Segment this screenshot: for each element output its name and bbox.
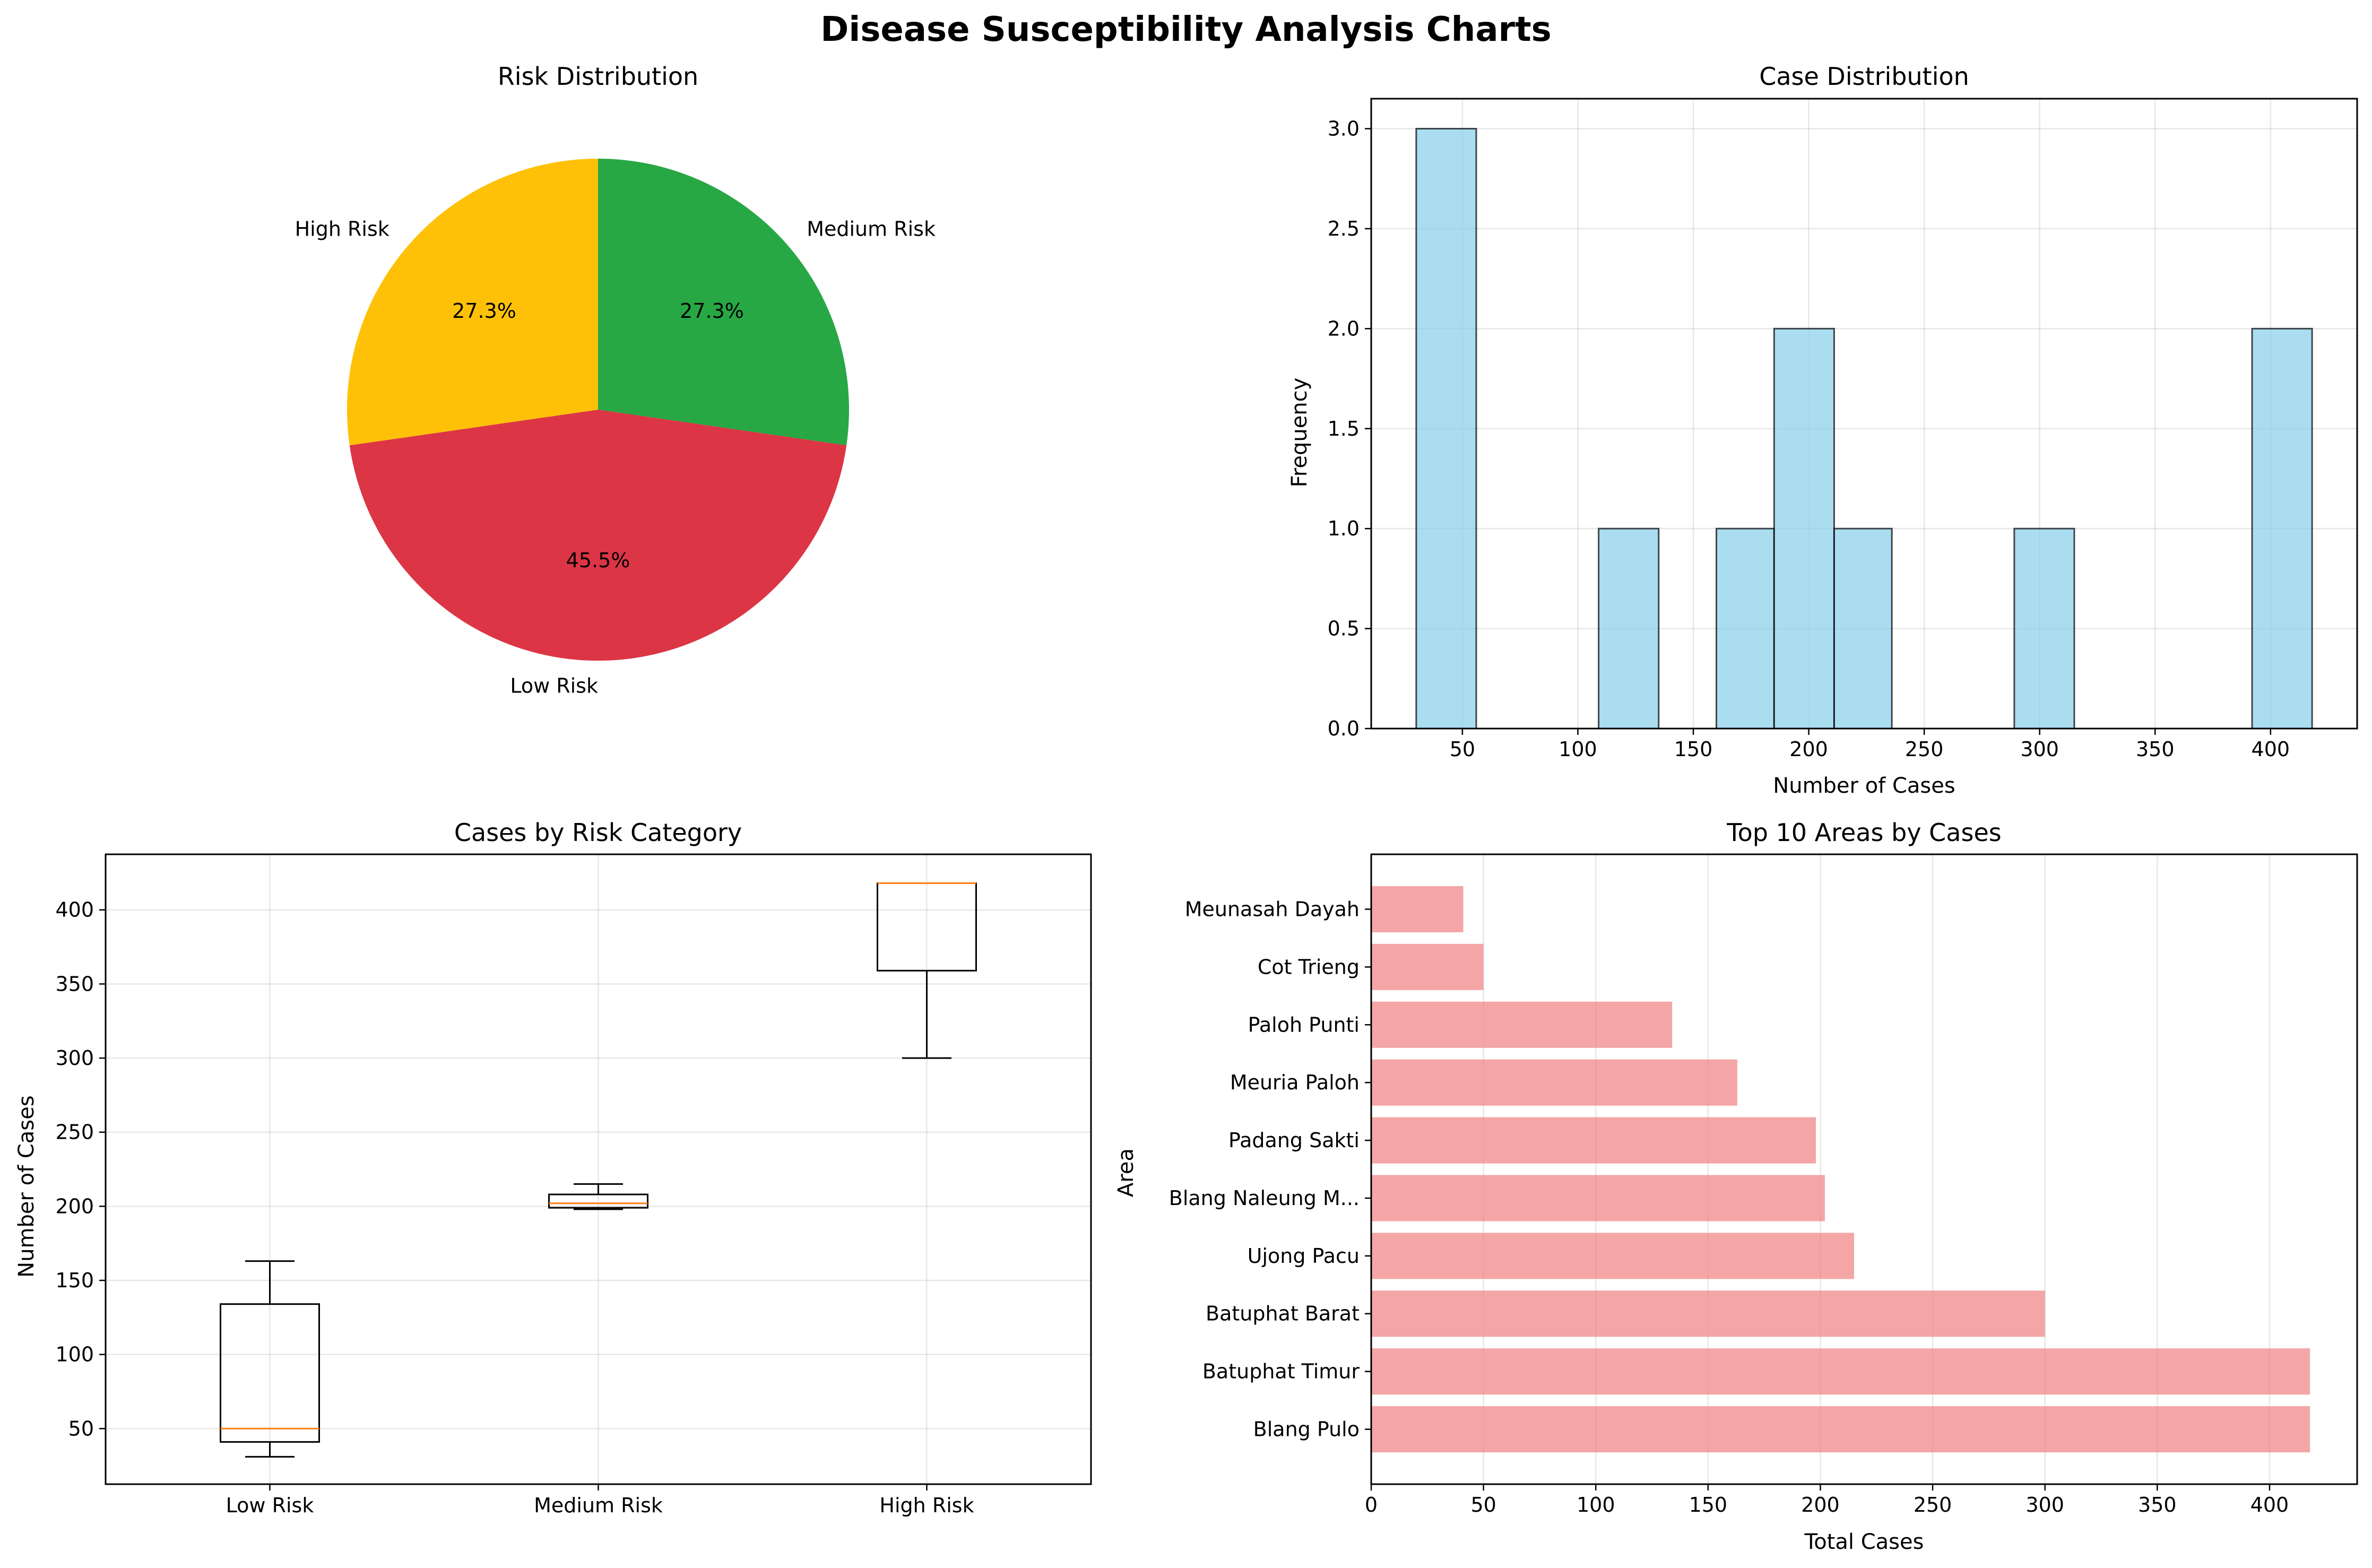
boxplot-y-tick-label: 200	[55, 1194, 94, 1218]
pie-slice-high-risk	[347, 159, 598, 446]
boxplot-x-tick-label: Medium Risk	[534, 1494, 663, 1517]
hbar-y-tick-label: Blang Naleung M...	[1169, 1186, 1360, 1210]
hbar-x-tick-label: 200	[1801, 1493, 1840, 1517]
histogram-x-axis-label: Number of Cases	[1773, 774, 1955, 798]
hbar-y-tick-label: Meuria Paloh	[1230, 1071, 1360, 1094]
histogram-y-tick-label: 3.0	[1328, 117, 1360, 141]
pie-pct-label-high-risk: 27.3%	[452, 299, 516, 323]
hbar-y-tick-label: Blang Pulo	[1253, 1418, 1360, 1441]
hbar-bar	[1371, 886, 1464, 933]
figure-title: Disease Susceptibility Analysis Charts	[820, 10, 1552, 49]
hbar-x-tick-label: 50	[1470, 1493, 1496, 1517]
histogram-x-tick-label: 150	[1674, 738, 1713, 761]
pie-pct-label-low-risk: 45.5%	[566, 549, 630, 572]
hbar-y-axis-label: Area	[1114, 1148, 1138, 1197]
boxplot-y-tick-label: 300	[55, 1046, 94, 1070]
histogram-x-tick-label: 200	[1789, 738, 1828, 761]
hbar-chart-title: Top 10 Areas by Cases	[1726, 818, 2001, 847]
histogram-case-distribution: Case Distribution Number of Cases Freque…	[1287, 62, 2358, 798]
hbar-y-tick-label: Meunasah Dayah	[1185, 897, 1360, 921]
histogram-x-tick-label: 50	[1450, 738, 1475, 761]
hbar-bar	[1371, 1290, 2045, 1337]
histogram-y-tick-label: 1.0	[1328, 517, 1360, 540]
hbar-x-tick-label: 350	[2138, 1493, 2177, 1517]
histogram-bar	[2251, 327, 2313, 730]
hbar-bar	[1371, 1117, 1816, 1164]
hbar-y-tick-label: Padang Sakti	[1228, 1129, 1360, 1152]
boxplot-box-medium-risk	[548, 1193, 648, 1209]
boxplot-box-low-risk	[220, 1303, 320, 1443]
boxplot-y-tick-label: 50	[68, 1417, 94, 1440]
boxplot-cases-by-risk-category: Cases by Risk Category Number of Cases L…	[14, 818, 1092, 1517]
boxplot-y-tick-label: 150	[55, 1269, 94, 1292]
boxplot-y-tick-label: 100	[55, 1343, 94, 1366]
hbar-bar	[1371, 1233, 1854, 1279]
histogram-axes-frame	[1370, 98, 2358, 730]
histogram-x-tick-label: 100	[1559, 738, 1597, 761]
boxplot-x-tick-label: Low Risk	[226, 1494, 314, 1517]
hbar-bar	[1371, 943, 1484, 990]
boxplot-y-tick-label: 350	[55, 972, 94, 995]
pie-label-high-risk: High Risk	[295, 217, 389, 240]
histogram-x-tick-label: 250	[1905, 738, 1944, 761]
hbar-bar	[1371, 1406, 2310, 1453]
histogram-y-tick-label: 0.5	[1328, 617, 1360, 640]
hbar-bar	[1371, 1175, 1825, 1222]
boxplot-y-axis-label: Number of Cases	[14, 1095, 39, 1277]
hbar-x-tick-label: 150	[1689, 1493, 1728, 1517]
pie-label-low-risk: Low Risk	[510, 674, 598, 697]
hbar-x-tick-label: 100	[1577, 1493, 1615, 1517]
pie-slice-medium-risk	[598, 159, 850, 446]
histogram-bar	[1773, 327, 1835, 730]
pie-chart-title: Risk Distribution	[498, 62, 698, 91]
boxplot-y-tick-label: 250	[55, 1121, 94, 1144]
hbar-bar	[1371, 1348, 2310, 1395]
hbar-chart-top-areas: Top 10 Areas by Cases Total Cases Area 0…	[1114, 818, 2358, 1554]
pie-label-medium-risk: Medium Risk	[807, 217, 936, 240]
hbar-y-tick-label: Batuphat Timur	[1202, 1360, 1360, 1383]
histogram-title: Case Distribution	[1759, 62, 1969, 91]
histogram-x-tick-label: 300	[2020, 738, 2059, 761]
hbar-bar	[1371, 1059, 1737, 1106]
pie-chart-risk-distribution: Risk Distribution 27.3% Medium Risk 45.5% L…	[295, 62, 936, 697]
histogram-y-tick-label: 2.0	[1328, 317, 1360, 340]
histogram-y-tick-label: 2.5	[1328, 217, 1360, 240]
hbar-x-tick-label: 300	[2025, 1493, 2064, 1517]
hbar-y-tick-label: Ujong Pacu	[1248, 1244, 1360, 1268]
histogram-x-tick-label: 350	[2136, 738, 2175, 761]
hbar-x-axis-label: Total Cases	[1804, 1530, 1924, 1554]
pie-slice-low-risk	[349, 410, 847, 661]
histogram-y-tick-label: 0.0	[1328, 717, 1360, 740]
pie-pct-label-medium-risk: 27.3%	[680, 299, 744, 323]
histogram-bar	[1598, 527, 1660, 730]
histogram-bar	[1833, 527, 1893, 730]
histogram-bar	[1716, 527, 1775, 730]
histogram-y-tick-label: 1.5	[1328, 417, 1360, 440]
hbar-axes-frame	[1370, 853, 2358, 1485]
hbar-y-tick-label: Paloh Punti	[1248, 1013, 1360, 1036]
hbar-x-tick-label: 250	[1914, 1493, 1952, 1517]
histogram-bar	[2013, 527, 2075, 730]
histogram-bar	[1415, 128, 1477, 730]
hbar-y-tick-label: Batuphat Barat	[1206, 1302, 1360, 1326]
boxplot-title: Cases by Risk Category	[454, 818, 742, 847]
hbar-x-tick-label: 0	[1365, 1493, 1378, 1517]
boxplot-y-tick-label: 400	[55, 898, 94, 922]
hbar-x-tick-label: 400	[2250, 1493, 2289, 1517]
boxplot-x-tick-label: High Risk	[879, 1494, 974, 1517]
histogram-y-axis-label: Frequency	[1287, 378, 1312, 488]
hbar-bar	[1371, 1001, 1673, 1048]
histogram-x-tick-label: 400	[2252, 738, 2290, 761]
hbar-y-tick-label: Cot Trieng	[1258, 955, 1360, 978]
